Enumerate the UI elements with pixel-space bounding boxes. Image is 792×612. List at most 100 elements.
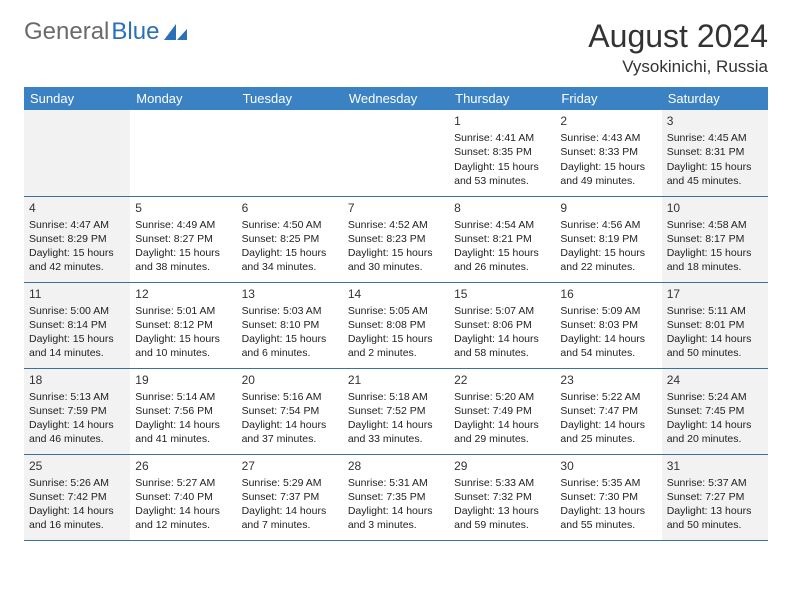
month-title: August 2024 xyxy=(588,18,768,55)
sunrise-line: Sunrise: 5:13 AM xyxy=(29,390,125,404)
day-number: 21 xyxy=(348,372,444,388)
day-header: Tuesday xyxy=(237,87,343,110)
sunrise-line: Sunrise: 5:00 AM xyxy=(29,304,125,318)
sunrise-line: Sunrise: 5:24 AM xyxy=(667,390,763,404)
sunrise-line: Sunrise: 5:09 AM xyxy=(560,304,656,318)
sunset-line: Sunset: 8:33 PM xyxy=(560,145,656,159)
location: Vysokinichi, Russia xyxy=(588,57,768,77)
daylight-line: Daylight: 13 hours and 59 minutes. xyxy=(454,504,550,532)
daylight-line: Daylight: 15 hours and 34 minutes. xyxy=(242,246,338,274)
sunset-line: Sunset: 8:35 PM xyxy=(454,145,550,159)
calendar-cell xyxy=(130,110,236,196)
calendar-cell: 5Sunrise: 4:49 AMSunset: 8:27 PMDaylight… xyxy=(130,196,236,282)
daylight-line: Daylight: 15 hours and 18 minutes. xyxy=(667,246,763,274)
sunset-line: Sunset: 8:01 PM xyxy=(667,318,763,332)
sunrise-line: Sunrise: 4:43 AM xyxy=(560,131,656,145)
calendar-cell: 24Sunrise: 5:24 AMSunset: 7:45 PMDayligh… xyxy=(662,368,768,454)
sunset-line: Sunset: 8:21 PM xyxy=(454,232,550,246)
logo-sail-icon xyxy=(163,22,189,42)
sunrise-line: Sunrise: 4:50 AM xyxy=(242,218,338,232)
daylight-line: Daylight: 13 hours and 50 minutes. xyxy=(667,504,763,532)
daylight-line: Daylight: 14 hours and 58 minutes. xyxy=(454,332,550,360)
day-header: Wednesday xyxy=(343,87,449,110)
day-header-row: SundayMondayTuesdayWednesdayThursdayFrid… xyxy=(24,87,768,110)
day-number: 16 xyxy=(560,286,656,302)
daylight-line: Daylight: 14 hours and 37 minutes. xyxy=(242,418,338,446)
daylight-line: Daylight: 14 hours and 3 minutes. xyxy=(348,504,444,532)
daylight-line: Daylight: 15 hours and 22 minutes. xyxy=(560,246,656,274)
day-number: 13 xyxy=(242,286,338,302)
sunset-line: Sunset: 8:06 PM xyxy=(454,318,550,332)
calendar-cell: 29Sunrise: 5:33 AMSunset: 7:32 PMDayligh… xyxy=(449,454,555,540)
sunset-line: Sunset: 7:54 PM xyxy=(242,404,338,418)
calendar-cell xyxy=(343,110,449,196)
calendar-cell: 9Sunrise: 4:56 AMSunset: 8:19 PMDaylight… xyxy=(555,196,661,282)
day-number: 8 xyxy=(454,200,550,216)
day-number: 17 xyxy=(667,286,763,302)
day-number: 14 xyxy=(348,286,444,302)
sunset-line: Sunset: 7:40 PM xyxy=(135,490,231,504)
calendar-cell: 17Sunrise: 5:11 AMSunset: 8:01 PMDayligh… xyxy=(662,282,768,368)
sunrise-line: Sunrise: 5:33 AM xyxy=(454,476,550,490)
calendar-cell: 22Sunrise: 5:20 AMSunset: 7:49 PMDayligh… xyxy=(449,368,555,454)
day-number: 19 xyxy=(135,372,231,388)
day-number: 7 xyxy=(348,200,444,216)
sunset-line: Sunset: 8:23 PM xyxy=(348,232,444,246)
daylight-line: Daylight: 14 hours and 25 minutes. xyxy=(560,418,656,446)
day-header: Monday xyxy=(130,87,236,110)
logo-text-2: Blue xyxy=(111,18,159,46)
sunrise-line: Sunrise: 4:54 AM xyxy=(454,218,550,232)
calendar-cell xyxy=(24,110,130,196)
daylight-line: Daylight: 15 hours and 2 minutes. xyxy=(348,332,444,360)
calendar-cell: 11Sunrise: 5:00 AMSunset: 8:14 PMDayligh… xyxy=(24,282,130,368)
sunrise-line: Sunrise: 5:31 AM xyxy=(348,476,444,490)
calendar-cell: 31Sunrise: 5:37 AMSunset: 7:27 PMDayligh… xyxy=(662,454,768,540)
sunrise-line: Sunrise: 4:49 AM xyxy=(135,218,231,232)
sunrise-line: Sunrise: 5:22 AM xyxy=(560,390,656,404)
sunset-line: Sunset: 7:56 PM xyxy=(135,404,231,418)
daylight-line: Daylight: 15 hours and 42 minutes. xyxy=(29,246,125,274)
daylight-line: Daylight: 14 hours and 20 minutes. xyxy=(667,418,763,446)
calendar-cell: 6Sunrise: 4:50 AMSunset: 8:25 PMDaylight… xyxy=(237,196,343,282)
calendar-cell: 2 Sunrise: 4:43 AMSunset: 8:33 PMDaylight… xyxy=(555,110,661,196)
sunrise-line: Sunrise: 5:05 AM xyxy=(348,304,444,318)
daylight-line: Daylight: 14 hours and 50 minutes. xyxy=(667,332,763,360)
day-number: 25 xyxy=(29,458,125,474)
sunset-line: Sunset: 8:12 PM xyxy=(135,318,231,332)
sunrise-line: Sunrise: 5:18 AM xyxy=(348,390,444,404)
calendar-cell: 7Sunrise: 4:52 AMSunset: 8:23 PMDaylight… xyxy=(343,196,449,282)
sunrise-line: Sunrise: 5:26 AM xyxy=(29,476,125,490)
daylight-line: Daylight: 14 hours and 7 minutes. xyxy=(242,504,338,532)
day-number: 29 xyxy=(454,458,550,474)
sunrise-line: Sunrise: 4:56 AM xyxy=(560,218,656,232)
calendar-cell: 23Sunrise: 5:22 AMSunset: 7:47 PMDayligh… xyxy=(555,368,661,454)
daylight-line: Daylight: 15 hours and 49 minutes. xyxy=(560,160,656,188)
day-number: 1 xyxy=(454,113,550,129)
sunset-line: Sunset: 7:59 PM xyxy=(29,404,125,418)
daylight-line: Daylight: 14 hours and 16 minutes. xyxy=(29,504,125,532)
daylight-line: Daylight: 14 hours and 46 minutes. xyxy=(29,418,125,446)
day-number: 31 xyxy=(667,458,763,474)
sunset-line: Sunset: 7:52 PM xyxy=(348,404,444,418)
calendar-cell: 19Sunrise: 5:14 AMSunset: 7:56 PMDayligh… xyxy=(130,368,236,454)
calendar-cell: 27Sunrise: 5:29 AMSunset: 7:37 PMDayligh… xyxy=(237,454,343,540)
calendar-week: 11Sunrise: 5:00 AMSunset: 8:14 PMDayligh… xyxy=(24,282,768,368)
sunset-line: Sunset: 7:27 PM xyxy=(667,490,763,504)
day-number: 2 xyxy=(560,113,656,129)
day-number: 5 xyxy=(135,200,231,216)
daylight-line: Daylight: 15 hours and 38 minutes. xyxy=(135,246,231,274)
daylight-line: Daylight: 15 hours and 45 minutes. xyxy=(667,160,763,188)
calendar-cell: 20Sunrise: 5:16 AMSunset: 7:54 PMDayligh… xyxy=(237,368,343,454)
calendar-cell xyxy=(237,110,343,196)
sunrise-line: Sunrise: 4:47 AM xyxy=(29,218,125,232)
day-header: Friday xyxy=(555,87,661,110)
sunset-line: Sunset: 7:45 PM xyxy=(667,404,763,418)
logo: GeneralBlue xyxy=(24,18,189,46)
sunset-line: Sunset: 8:17 PM xyxy=(667,232,763,246)
day-number: 4 xyxy=(29,200,125,216)
day-header: Thursday xyxy=(449,87,555,110)
daylight-line: Daylight: 15 hours and 53 minutes. xyxy=(454,160,550,188)
day-number: 15 xyxy=(454,286,550,302)
calendar-head: SundayMondayTuesdayWednesdayThursdayFrid… xyxy=(24,87,768,110)
day-number: 23 xyxy=(560,372,656,388)
